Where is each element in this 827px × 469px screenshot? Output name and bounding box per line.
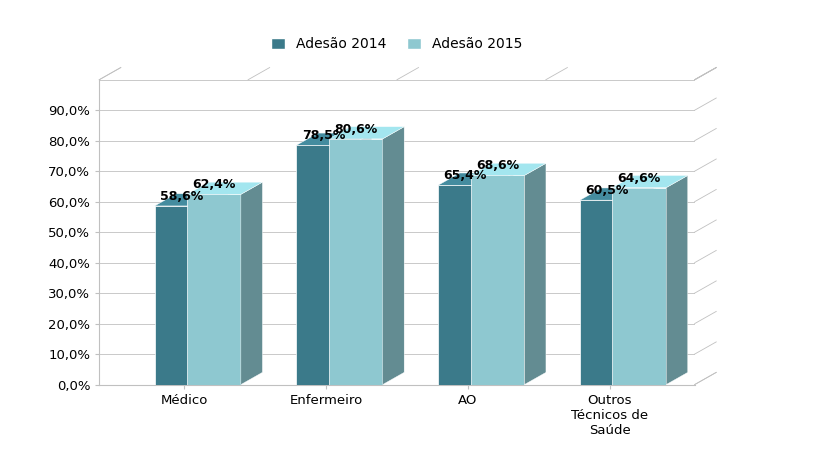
Polygon shape bbox=[351, 133, 372, 385]
Polygon shape bbox=[208, 194, 230, 385]
Polygon shape bbox=[492, 173, 514, 385]
Text: 62,4%: 62,4% bbox=[192, 178, 236, 191]
Bar bbox=[438, 185, 492, 385]
Text: 64,6%: 64,6% bbox=[618, 172, 661, 185]
Polygon shape bbox=[296, 133, 372, 145]
Polygon shape bbox=[524, 163, 546, 385]
Polygon shape bbox=[187, 182, 262, 194]
Text: 60,5%: 60,5% bbox=[586, 184, 629, 197]
Bar bbox=[296, 145, 351, 385]
Bar bbox=[580, 200, 633, 385]
Polygon shape bbox=[471, 163, 546, 175]
Text: 65,4%: 65,4% bbox=[443, 169, 487, 182]
Text: 80,6%: 80,6% bbox=[334, 123, 377, 136]
Polygon shape bbox=[667, 175, 688, 385]
Bar bbox=[187, 194, 241, 385]
Bar bbox=[612, 188, 667, 385]
Polygon shape bbox=[633, 188, 656, 385]
Polygon shape bbox=[241, 182, 262, 385]
Polygon shape bbox=[383, 127, 404, 385]
Bar bbox=[471, 175, 524, 385]
Polygon shape bbox=[612, 175, 688, 188]
Polygon shape bbox=[438, 173, 514, 185]
Bar bbox=[329, 139, 383, 385]
Polygon shape bbox=[329, 127, 404, 139]
Text: 68,6%: 68,6% bbox=[476, 159, 519, 173]
Polygon shape bbox=[580, 188, 656, 200]
Bar bbox=[155, 206, 208, 385]
Legend: Adesão 2014, Adesão 2015: Adesão 2014, Adesão 2015 bbox=[265, 32, 528, 57]
Polygon shape bbox=[155, 194, 230, 206]
Text: 58,6%: 58,6% bbox=[160, 190, 203, 203]
Text: 78,5%: 78,5% bbox=[302, 129, 345, 142]
